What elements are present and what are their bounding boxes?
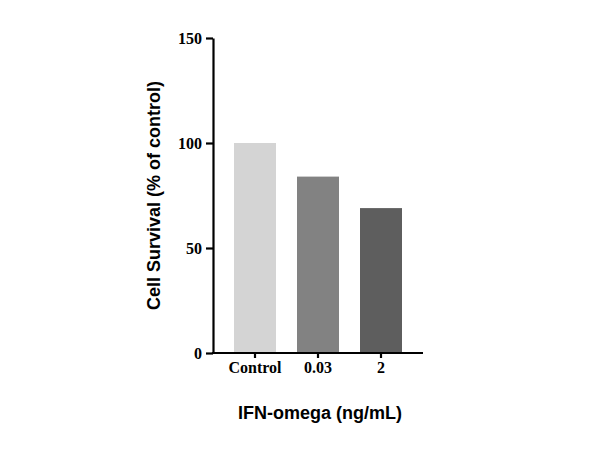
y-tick-label: 100 bbox=[178, 135, 202, 152]
x-tick: 2 bbox=[377, 353, 385, 376]
y-axis-title: Cell Survival (% of control) bbox=[144, 81, 164, 310]
x-tick-mark bbox=[380, 353, 382, 358]
x-axis: Control 0.03 2 bbox=[212, 353, 423, 376]
chart: 0 50 100 150 Control 0.03 2 IFN-omega (ng/mL) Ce… bbox=[0, 0, 600, 450]
y-axis-line bbox=[212, 39, 214, 354]
x-tick-label: Control bbox=[228, 359, 282, 376]
bar bbox=[234, 143, 276, 353]
x-tick-label: 0.03 bbox=[304, 359, 332, 376]
y-tick-label: 0 bbox=[194, 345, 202, 362]
y-tick-mark bbox=[206, 142, 213, 144]
y-tick: 50 bbox=[186, 240, 213, 257]
y-tick-label: 50 bbox=[186, 240, 202, 257]
x-tick-mark bbox=[254, 353, 256, 358]
x-tick-label: 2 bbox=[377, 359, 385, 376]
x-tick: 0.03 bbox=[304, 353, 332, 376]
x-tick-mark bbox=[317, 353, 319, 358]
y-tick-mark bbox=[206, 247, 213, 249]
x-tick: Control bbox=[228, 353, 282, 376]
bars bbox=[234, 143, 402, 353]
bar bbox=[360, 208, 402, 353]
y-tick-mark bbox=[206, 37, 213, 39]
y-axis: 0 50 100 150 bbox=[178, 30, 214, 362]
y-tick: 150 bbox=[178, 30, 213, 47]
y-tick: 100 bbox=[178, 135, 213, 152]
x-axis-title: IFN-omega (ng/mL) bbox=[238, 403, 402, 423]
y-tick-label: 150 bbox=[178, 30, 202, 47]
y-tick: 0 bbox=[194, 345, 213, 362]
bar bbox=[297, 177, 339, 353]
